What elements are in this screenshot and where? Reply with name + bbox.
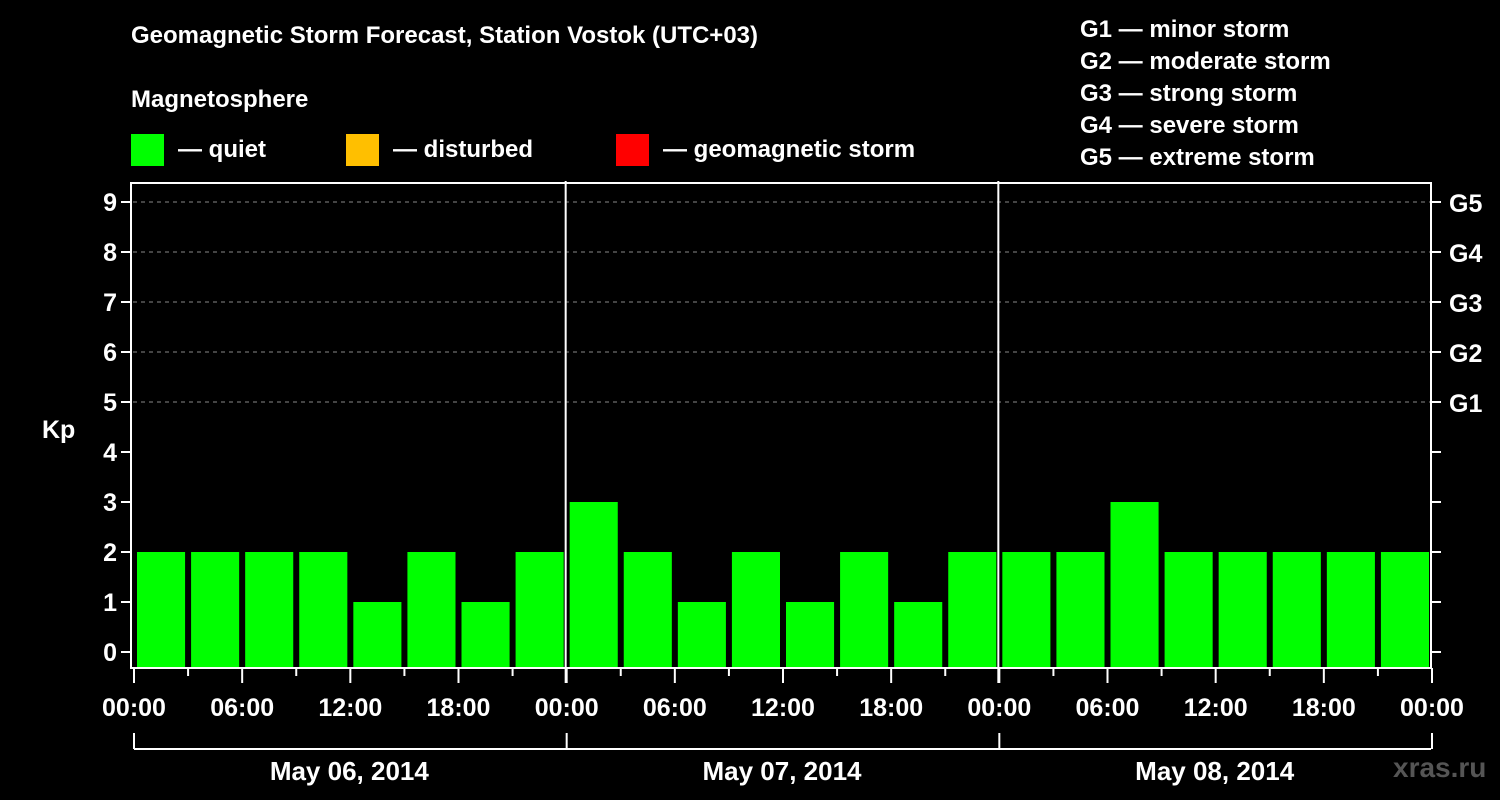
- date-label: May 07, 2014: [702, 756, 862, 786]
- legend-disturbed-label: — disturbed: [393, 136, 534, 163]
- y-tick-label: 9: [103, 189, 117, 217]
- y-tick-label: 4: [103, 439, 117, 467]
- legend-title: Magnetosphere: [131, 86, 309, 113]
- y-tick-label: 6: [103, 339, 117, 367]
- x-tick-label: 00:00: [1400, 694, 1464, 722]
- g-scale-legend: G1 — minor storm G2 — moderate storm G3 …: [1080, 14, 1331, 174]
- kp-bar: [1002, 552, 1051, 667]
- kp-bar: [1164, 552, 1213, 667]
- kp-bar: [1110, 502, 1159, 667]
- y-tick-label: 5: [103, 389, 117, 417]
- x-tick-label: 00:00: [102, 694, 166, 722]
- kp-bar: [1380, 552, 1429, 667]
- x-tick-label: 12:00: [318, 694, 382, 722]
- legend-storm-label: — geomagnetic storm: [663, 136, 916, 163]
- x-tick-label: 18:00: [859, 694, 923, 722]
- kp-bar: [1326, 552, 1375, 667]
- g-level-label: G5: [1449, 190, 1482, 218]
- kp-bar: [515, 552, 564, 667]
- quiet-swatch: [131, 134, 164, 166]
- g-scale-g2: G2 — moderate storm: [1080, 48, 1331, 75]
- g-level-label: G2: [1449, 340, 1482, 368]
- chart-title: Geomagnetic Storm Forecast, Station Vost…: [131, 22, 759, 49]
- g-level-label: G1: [1449, 390, 1482, 418]
- disturbed-swatch: [346, 134, 379, 166]
- y-tick-label: 1: [103, 589, 117, 617]
- kp-bar: [1272, 552, 1321, 667]
- x-tick-label: 06:00: [1076, 694, 1140, 722]
- kp-bar: [1056, 552, 1105, 667]
- kp-bar: [840, 552, 889, 667]
- kp-bar: [1218, 552, 1267, 667]
- kp-bar: [731, 552, 780, 667]
- legend-disturbed: — disturbed: [346, 134, 533, 166]
- g-scale-g5: G5 — extreme storm: [1080, 144, 1315, 171]
- kp-bar: [407, 552, 456, 667]
- legend-storm: — geomagnetic storm: [616, 134, 915, 166]
- g-scale-g1: G1 — minor storm: [1080, 16, 1290, 43]
- kp-bar: [353, 602, 402, 667]
- g-level-label: G3: [1449, 290, 1482, 318]
- date-label: May 08, 2014: [1135, 756, 1295, 786]
- legend-quiet: — quiet: [131, 134, 266, 166]
- kp-bar: [948, 552, 997, 667]
- y-tick-label: 8: [103, 239, 117, 267]
- g-level-label: G4: [1449, 240, 1482, 268]
- y-tick-label: 2: [103, 539, 117, 567]
- x-tick-label: 18:00: [1292, 694, 1356, 722]
- date-label: May 06, 2014: [270, 756, 430, 786]
- kp-bar: [677, 602, 726, 667]
- g-scale-g4: G4 — severe storm: [1080, 112, 1299, 139]
- y-tick-label: 3: [103, 489, 117, 517]
- kp-bar: [786, 602, 835, 667]
- g-scale-g3: G3 — strong storm: [1080, 80, 1298, 107]
- kp-bar: [623, 552, 672, 667]
- plot-frame: [130, 182, 1432, 669]
- kp-bar: [461, 602, 510, 667]
- kp-bar: [245, 552, 294, 667]
- legend-quiet-label: — quiet: [178, 136, 266, 163]
- kp-bar: [299, 552, 348, 667]
- x-tick-label: 12:00: [1184, 694, 1248, 722]
- watermark: xras.ru: [1393, 752, 1487, 783]
- x-tick-label: 18:00: [427, 694, 491, 722]
- kp-bar: [894, 602, 943, 667]
- y-tick-label: 0: [103, 639, 117, 667]
- x-tick-label: 12:00: [751, 694, 815, 722]
- x-tick-label: 00:00: [967, 694, 1031, 722]
- kp-bar: [569, 502, 618, 667]
- x-tick-label: 06:00: [643, 694, 707, 722]
- y-tick-label: 7: [103, 289, 117, 317]
- storm-swatch: [616, 134, 649, 166]
- kp-bar: [191, 552, 240, 667]
- y-axis-label: Kp: [42, 416, 75, 444]
- kp-bar: [137, 552, 186, 667]
- x-tick-label: 00:00: [535, 694, 599, 722]
- x-tick-label: 06:00: [210, 694, 274, 722]
